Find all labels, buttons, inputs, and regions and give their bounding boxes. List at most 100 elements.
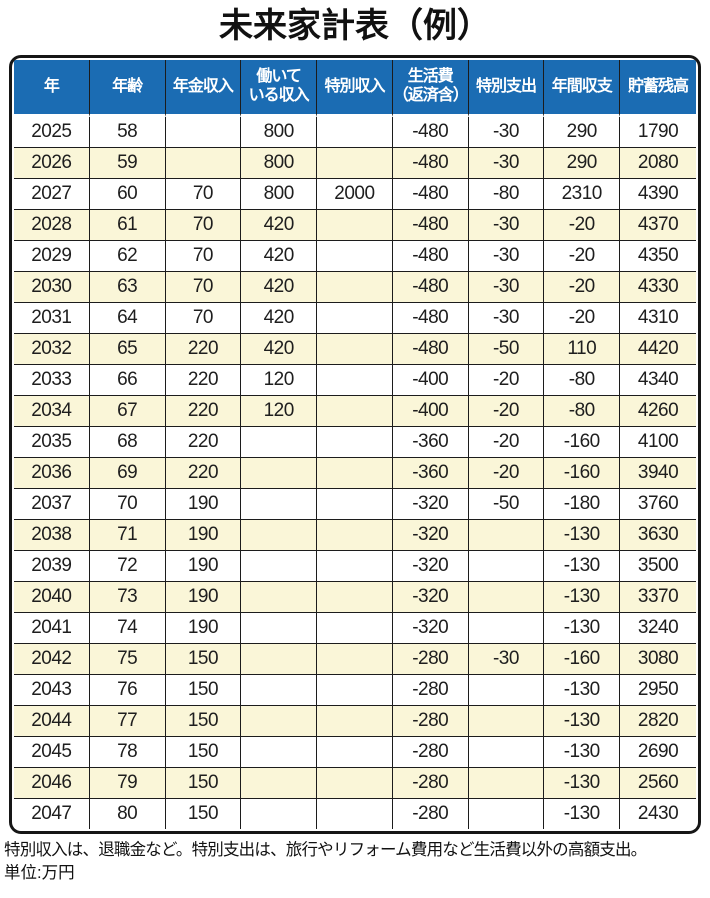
cell-special-income <box>317 705 393 737</box>
footnotes: 特別収入は、退職金など。特別支出は、旅行やリフォーム費用など生活費以外の高額支出… <box>4 839 707 885</box>
cell-annual-balance: -20 <box>544 302 621 334</box>
column-header-annual-balance: 年間収支 <box>544 60 621 118</box>
cell-special-income <box>317 426 393 458</box>
cell-pension-income: 220 <box>165 364 242 396</box>
cell-savings-balance: 2950 <box>620 674 696 706</box>
cell-working-income <box>241 798 318 830</box>
cell-living-expenses: -480 <box>392 302 469 334</box>
cell-working-income: 420 <box>241 302 318 334</box>
cell-savings-balance: 2560 <box>620 767 696 799</box>
cell-living-expenses: -320 <box>392 488 469 520</box>
cell-year: 2031 <box>14 302 90 334</box>
cell-annual-balance: -80 <box>544 395 621 427</box>
cell-working-income: 800 <box>241 178 318 210</box>
cell-working-income: 800 <box>241 147 318 179</box>
cell-living-expenses: -320 <box>392 550 469 582</box>
cell-working-income: 420 <box>241 240 318 272</box>
cell-special-expenses: -50 <box>468 333 545 365</box>
cell-living-expenses: -360 <box>392 426 469 458</box>
cell-pension-income: 150 <box>165 798 242 830</box>
cell-special-income <box>317 117 393 148</box>
cell-year: 2038 <box>14 519 90 551</box>
cell-pension-income: 70 <box>165 209 242 241</box>
cell-special-income <box>317 457 393 489</box>
cell-pension-income: 190 <box>165 550 242 582</box>
cell-annual-balance: -130 <box>544 550 621 582</box>
cell-special-expenses <box>468 612 545 644</box>
table-row: 2033 66 220 120 -400 -20 -80 4340 <box>14 364 696 396</box>
cell-living-expenses: -400 <box>392 364 469 396</box>
cell-annual-balance: 2310 <box>544 178 621 210</box>
cell-living-expenses: -320 <box>392 581 469 613</box>
cell-living-expenses: -280 <box>392 643 469 675</box>
cell-working-income: 420 <box>241 271 318 303</box>
cell-special-expenses: -20 <box>468 395 545 427</box>
cell-special-expenses <box>468 550 545 582</box>
cell-annual-balance: 110 <box>544 333 621 365</box>
cell-living-expenses: -280 <box>392 736 469 768</box>
cell-living-expenses: -360 <box>392 457 469 489</box>
cell-savings-balance: 4390 <box>620 178 696 210</box>
cell-annual-balance: -160 <box>544 426 621 458</box>
cell-special-expenses: -30 <box>468 643 545 675</box>
cell-annual-balance: -130 <box>544 767 621 799</box>
cell-special-expenses: -30 <box>468 302 545 334</box>
cell-living-expenses: -480 <box>392 333 469 365</box>
cell-age: 73 <box>89 581 166 613</box>
cell-age: 79 <box>89 767 166 799</box>
table-row: 2041 74 190 -320 -130 3240 <box>14 612 696 644</box>
cell-year: 2045 <box>14 736 90 768</box>
cell-working-income: 420 <box>241 333 318 365</box>
cell-living-expenses: -320 <box>392 612 469 644</box>
cell-year: 2039 <box>14 550 90 582</box>
cell-working-income <box>241 674 318 706</box>
cell-year: 2033 <box>14 364 90 396</box>
cell-working-income <box>241 426 318 458</box>
cell-pension-income: 220 <box>165 457 242 489</box>
cell-living-expenses: -280 <box>392 798 469 830</box>
cell-year: 2040 <box>14 581 90 613</box>
table-row: 2043 76 150 -280 -130 2950 <box>14 674 696 706</box>
column-header-pension-income: 年金収入 <box>165 60 242 118</box>
cell-pension-income: 150 <box>165 674 242 706</box>
budget-table-header: 年年齢 年金収入 働いて いる収入 特別収入 生活費 （返済含） 特別支出 年間収支 貯蓄残高 <box>14 60 696 118</box>
cell-savings-balance: 4100 <box>620 426 696 458</box>
cell-living-expenses: -480 <box>392 178 469 210</box>
cell-annual-balance: 290 <box>544 147 621 179</box>
cell-age: 61 <box>89 209 166 241</box>
cell-pension-income: 70 <box>165 302 242 334</box>
table-row: 2036 69 220 -360 -20 -160 3940 <box>14 457 696 489</box>
cell-pension-income: 150 <box>165 767 242 799</box>
cell-working-income <box>241 767 318 799</box>
table-row: 2045 78 150 -280 -130 2690 <box>14 736 696 768</box>
cell-savings-balance: 1790 <box>620 117 696 148</box>
cell-special-income <box>317 581 393 613</box>
cell-working-income <box>241 643 318 675</box>
table-row: 2026 59 800 -480 -30 290 2080 <box>14 147 696 179</box>
cell-year: 2044 <box>14 705 90 737</box>
cell-savings-balance: 4340 <box>620 364 696 396</box>
column-header-special-expenses: 特別支出 <box>468 60 545 118</box>
cell-year: 2032 <box>14 333 90 365</box>
cell-year: 2030 <box>14 271 90 303</box>
cell-special-income <box>317 643 393 675</box>
cell-pension-income: 190 <box>165 581 242 613</box>
cell-savings-balance: 3370 <box>620 581 696 613</box>
cell-age: 72 <box>89 550 166 582</box>
cell-age: 64 <box>89 302 166 334</box>
cell-age: 68 <box>89 426 166 458</box>
cell-age: 63 <box>89 271 166 303</box>
cell-special-income <box>317 550 393 582</box>
budget-table-frame: 年年齢 年金収入 働いて いる収入 特別収入 生活費 （返済含） 特別支出 年間収支 貯蓄残高 2… <box>9 55 701 835</box>
cell-special-expenses: -30 <box>468 240 545 272</box>
cell-special-expenses: -50 <box>468 488 545 520</box>
cell-age: 74 <box>89 612 166 644</box>
cell-working-income <box>241 581 318 613</box>
cell-savings-balance: 2690 <box>620 736 696 768</box>
cell-year: 2029 <box>14 240 90 272</box>
cell-working-income: 420 <box>241 209 318 241</box>
cell-special-income <box>317 488 393 520</box>
cell-age: 65 <box>89 333 166 365</box>
cell-savings-balance: 3940 <box>620 457 696 489</box>
table-row: 2035 68 220 -360 -20 -160 4100 <box>14 426 696 458</box>
